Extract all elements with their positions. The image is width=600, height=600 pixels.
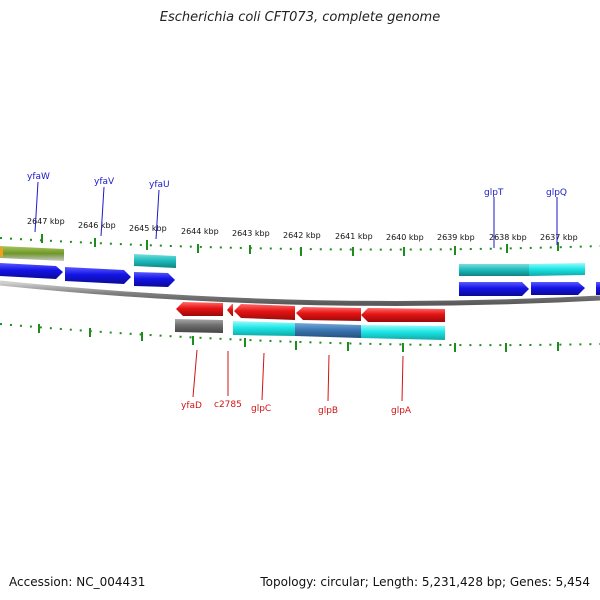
kbp-label: 2647 kbp [27,217,65,226]
gene-leader-line [155,189,160,240]
kbp-label: 2637 kbp [540,233,578,242]
gene-arrow-reverse[interactable] [227,304,233,316]
gene-leader-line [401,355,404,402]
gene-label-glpa[interactable]: glpA [391,406,412,416]
gene-leader-line [192,349,198,398]
gene-label-glpc[interactable]: glpC [251,404,271,414]
bottom-feature-strip [175,319,445,340]
gene-label-glpt[interactable]: glpT [484,188,504,198]
gene-label-yfaw[interactable]: yfaW [27,172,50,182]
top-tick-row [0,234,600,256]
top-feature-strip [0,246,585,276]
top-gene-labels: yfaW yfaV yfaU glpT glpQ [27,172,567,248]
feature-block-cyan[interactable] [529,263,585,276]
gene-leader-line [327,354,330,402]
kbp-label: 2638 kbp [489,233,527,242]
feature-block-cyan[interactable] [233,321,295,336]
gene-arrow-forward[interactable] [459,282,529,296]
forward-gene-arrows [0,263,600,296]
gene-label-c2785[interactable]: c2785 [214,400,242,410]
feature-block-gray[interactable] [175,319,223,333]
gene-label-yfav[interactable]: yfaV [94,177,115,187]
gene-arrow-reverse[interactable] [296,307,361,321]
gene-arrow-reverse[interactable] [361,308,445,322]
accession-label: Accession: NC_004431 [9,575,146,589]
topology-label: Topology: circular; Length: 5,231,428 bp… [260,575,590,589]
feature-block-teal[interactable] [459,264,529,276]
bottom-gene-labels: yfaD c2785 glpC glpB glpA [181,349,412,416]
gene-label-yfad[interactable]: yfaD [181,401,202,411]
gene-arrow-reverse[interactable] [234,304,295,320]
kbp-label: 2642 kbp [283,231,321,240]
gene-arrow-forward[interactable] [0,263,63,279]
gene-arrow-forward[interactable] [596,282,600,295]
kbp-label: 2639 kbp [437,233,475,242]
kbp-label: 2640 kbp [386,233,424,242]
genome-backbone [0,280,600,306]
kbp-label: 2646 kbp [78,221,116,230]
gene-leader-line [261,352,265,401]
gene-arrow-reverse[interactable] [176,302,223,316]
feature-block-teal[interactable] [134,254,176,268]
feature-block-cyan[interactable] [361,325,445,340]
gene-arrow-forward[interactable] [134,272,175,287]
reverse-gene-arrows [176,302,445,322]
gene-label-glpb[interactable]: glpB [318,406,338,416]
feature-block-olive[interactable] [0,246,64,261]
bottom-tick-dots [0,323,600,347]
feature-block-orange-marker [0,247,3,257]
page-title: Escherichia coli CFT073, complete genome [159,10,441,25]
feature-block-steel[interactable] [295,323,361,338]
bottom-tick-row [0,323,600,352]
gene-arrow-forward[interactable] [531,282,585,295]
gene-leader-line [100,186,105,237]
kbp-labels: 2647 kbp 2646 kbp 2645 kbp 2644 kbp 2643… [27,217,578,242]
gene-leader-line [34,181,39,233]
gene-arrow-forward[interactable] [65,267,131,284]
kbp-label: 2641 kbp [335,232,373,241]
gene-label-glpq[interactable]: glpQ [546,188,567,198]
gene-label-yfau[interactable]: yfaU [149,180,170,190]
kbp-label: 2644 kbp [181,227,219,236]
kbp-label: 2645 kbp [129,224,167,233]
kbp-label: 2643 kbp [232,229,270,238]
